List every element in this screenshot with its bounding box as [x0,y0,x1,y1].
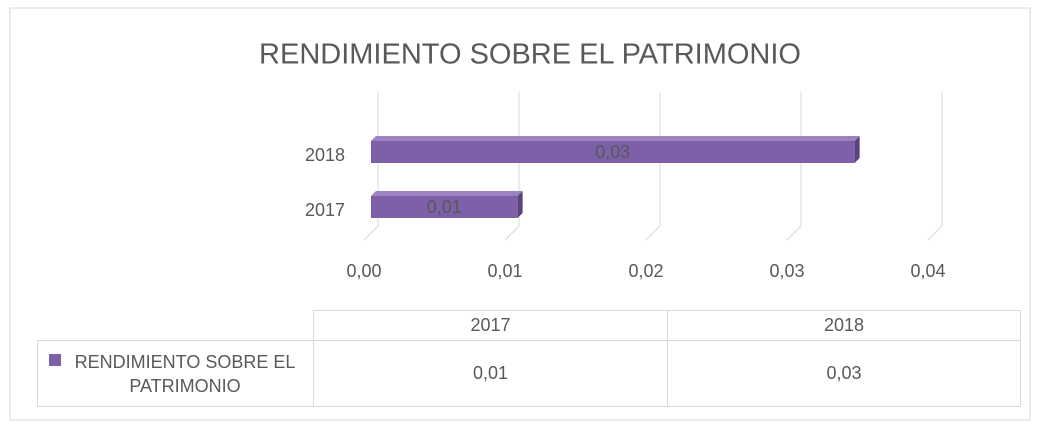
bar-top [371,136,860,141]
bar-side [517,191,523,218]
chart-border [9,7,1031,421]
table-value: 0,03 [667,340,1021,407]
bar-top [371,191,523,196]
x-tick-label: 0,02 [628,261,663,281]
table-header: 2017 [313,310,668,341]
legend-label: RENDIMIENTO SOBRE EL PATRIMONIO [74,351,296,396]
bar [371,196,518,218]
chart-title: RENDIMIENTO SOBRE EL PATRIMONIO [259,39,801,71]
legend-cell: RENDIMIENTO SOBRE EL PATRIMONIO [37,340,314,407]
grid-line [786,92,802,241]
y-tick-label: 2017 [305,200,345,220]
table-value: 0,01 [313,340,668,407]
bar-side [854,136,860,163]
data-label: 0,03 [595,142,630,162]
grid-line [645,92,661,241]
bar [371,141,855,163]
x-tick-label: 0,03 [769,261,804,281]
y-tick-label: 2018 [305,145,345,165]
x-tick-label: 0,04 [910,261,945,281]
table-header: 2018 [667,310,1021,341]
data-label: 0,01 [427,197,462,217]
legend-swatch [49,354,61,366]
x-tick-label: 0,00 [346,261,381,281]
x-tick-label: 0,01 [487,261,522,281]
grid-line [927,92,943,241]
